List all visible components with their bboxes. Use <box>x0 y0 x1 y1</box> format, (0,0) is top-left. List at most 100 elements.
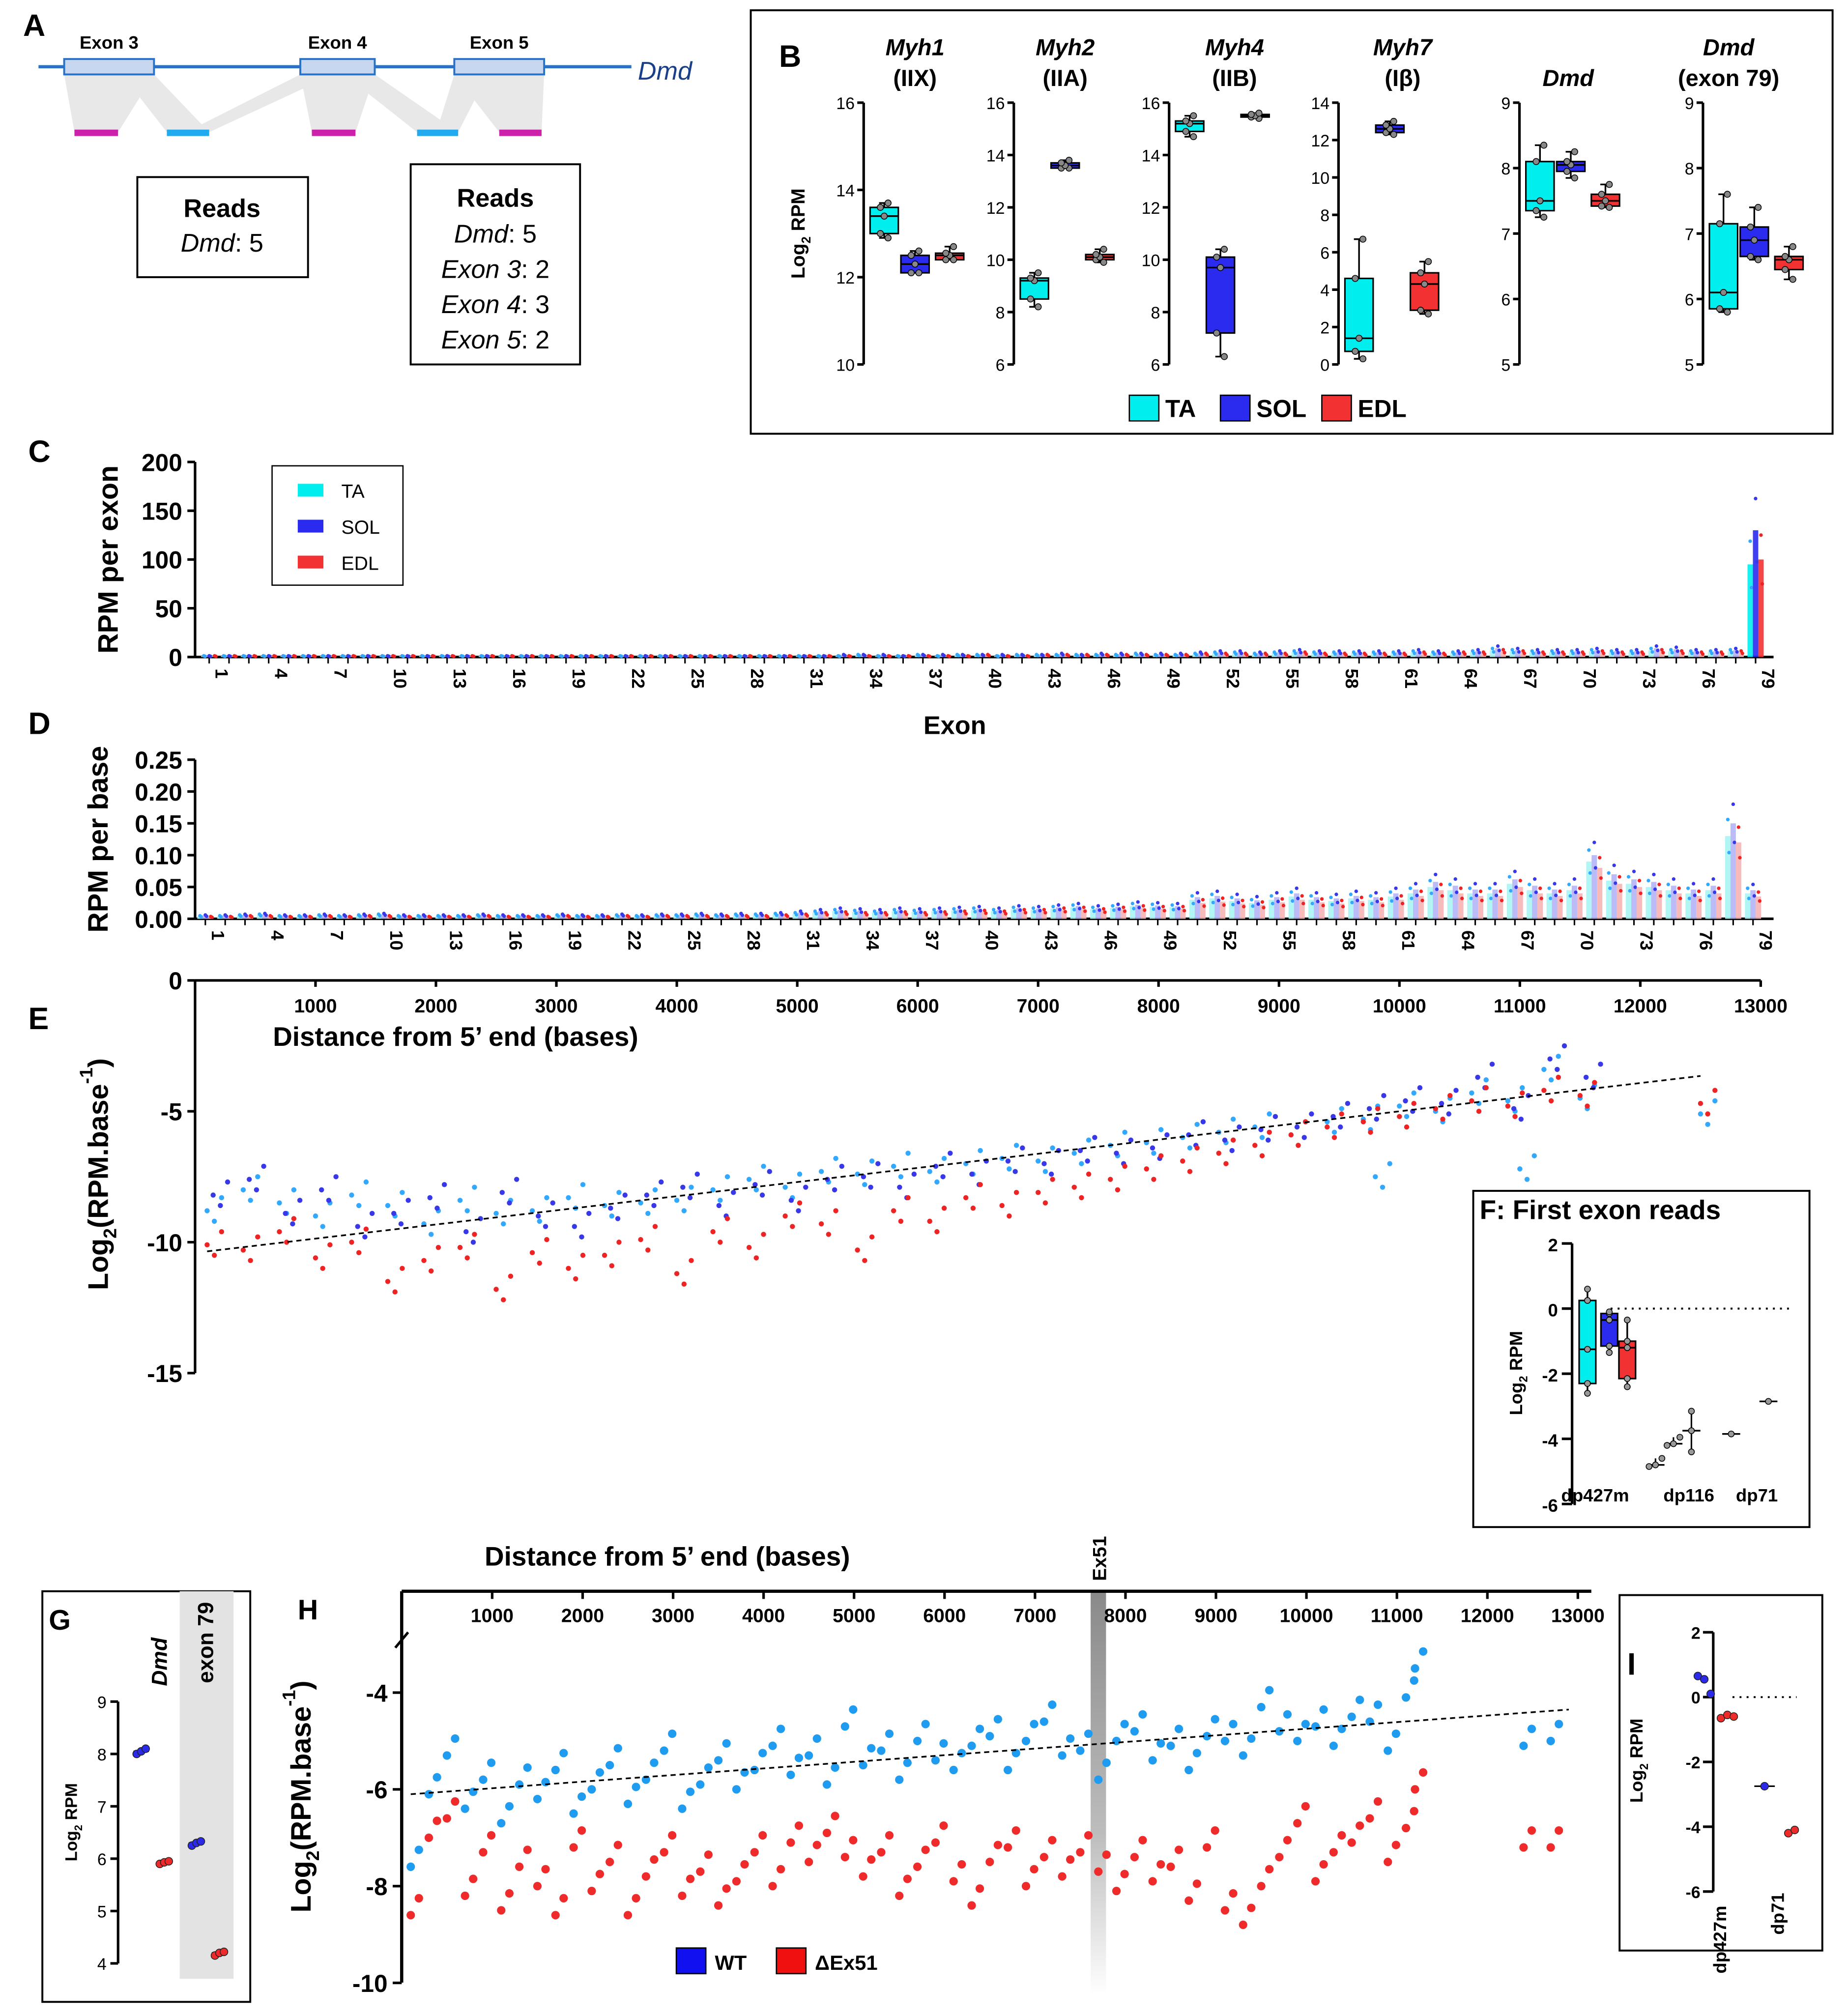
data-point-ΔEx51 <box>1418 1768 1428 1777</box>
data-point <box>1210 893 1214 896</box>
data-point <box>1018 908 1022 912</box>
data-point-ΔEx51 <box>606 1857 614 1867</box>
data-point <box>525 654 530 659</box>
data-point <box>1408 886 1413 891</box>
bar-TA <box>1725 836 1731 919</box>
read-bar-exonic <box>499 129 542 136</box>
data-point <box>1176 901 1180 906</box>
data-point-WT <box>967 1741 976 1750</box>
data-point <box>803 654 808 659</box>
bar-TA <box>1606 880 1612 919</box>
reads-value: : 2 <box>521 255 549 284</box>
panel-f-title: F: First exon reads <box>1480 1195 1721 1225</box>
bar-TA <box>1487 893 1493 919</box>
y-tick-label: -5 <box>161 1098 182 1125</box>
bar-TA <box>1328 901 1334 919</box>
bar-SOL <box>1591 855 1597 919</box>
data-point-ΔEx51 <box>1211 1826 1219 1835</box>
data-point-EDL <box>1325 1124 1330 1130</box>
data-point-TA <box>1079 1161 1084 1166</box>
data-point <box>1310 901 1314 906</box>
bar-SOL <box>1294 893 1299 919</box>
data-point <box>937 654 941 659</box>
bar-SOL <box>1234 898 1240 919</box>
data-point <box>233 654 238 659</box>
data-point <box>1242 905 1246 909</box>
data-point <box>854 911 858 915</box>
data-point <box>1697 889 1701 893</box>
data-point <box>1715 651 1719 655</box>
data-point <box>729 654 733 659</box>
x-tick-label: 79 <box>1758 668 1778 689</box>
data-point <box>933 911 937 915</box>
data-point-ΔEx51 <box>1102 1850 1111 1859</box>
data-point <box>1514 885 1518 889</box>
bar-TA <box>792 914 798 919</box>
bar-EDL <box>1358 901 1364 919</box>
subplot-subtitle: (IIX) <box>893 65 937 91</box>
data-point <box>666 915 670 919</box>
data-point-WT <box>523 1763 532 1772</box>
data-point-WT <box>732 1785 741 1794</box>
data-point <box>373 654 376 659</box>
data-point <box>1698 898 1702 902</box>
y-tick-label: 12 <box>1311 132 1329 150</box>
data-point <box>919 910 923 914</box>
data-point-EDL <box>1440 1116 1445 1122</box>
data-point <box>1621 652 1625 656</box>
data-point <box>888 654 892 659</box>
data-point-SOL <box>1020 1145 1025 1151</box>
data-point-ΔEx51 <box>479 1848 488 1857</box>
data-point <box>1165 654 1170 658</box>
data-point <box>1459 886 1463 891</box>
data-point <box>621 914 625 918</box>
y-label-part: Log <box>62 1831 81 1861</box>
bar-EDL <box>1735 842 1741 919</box>
data-point-ΔEx51 <box>559 1894 568 1902</box>
data-point <box>1195 891 1200 895</box>
data-point <box>1490 646 1495 651</box>
data-point <box>1378 651 1382 656</box>
data-point <box>522 914 526 919</box>
bar-EDL <box>902 913 908 919</box>
data-point <box>778 654 782 659</box>
data-point-WT <box>650 1758 659 1767</box>
x-tick-label: 1 <box>212 668 232 678</box>
data-point <box>764 654 768 659</box>
data-point <box>1666 882 1670 887</box>
bar-TA <box>1110 908 1116 919</box>
data-point-SOL <box>1085 1158 1090 1164</box>
bar-EDL <box>1617 884 1622 919</box>
y-tick-label: 0.00 <box>135 906 182 933</box>
data-point-SOL <box>1475 1074 1480 1080</box>
data-point-ΔEx51 <box>569 1843 578 1852</box>
data-point <box>1718 896 1722 900</box>
bar-SOL <box>1571 886 1577 919</box>
data-point-WT <box>768 1741 777 1750</box>
data-point-EDL <box>537 1260 542 1266</box>
data-point <box>907 252 915 259</box>
data-point-EDL <box>826 1232 832 1237</box>
data-point-EDL <box>313 1255 318 1261</box>
bar-TA <box>1467 893 1473 919</box>
y-label-part: Log <box>1506 1382 1526 1415</box>
y-label-part: Log <box>1626 1770 1646 1803</box>
data-point-ΔEx51 <box>957 1860 966 1869</box>
data-point-EDL <box>718 1239 723 1245</box>
data-point-ΔEx51 <box>877 1848 886 1857</box>
data-point <box>1701 652 1705 656</box>
x-tick-label: 12000 <box>1614 996 1667 1017</box>
data-point <box>780 913 784 917</box>
data-point-ΔEx51 <box>587 1886 596 1896</box>
x-tick-label: 58 <box>1342 668 1362 689</box>
data-point <box>293 654 297 659</box>
x-tick-label: 8000 <box>1137 996 1180 1017</box>
data-point-WT <box>1102 1758 1111 1767</box>
data-point <box>1747 253 1754 260</box>
data-point-TA <box>652 1187 658 1193</box>
data-point <box>358 914 362 919</box>
data-point-TA <box>905 1151 911 1156</box>
data-point-TA <box>833 1155 838 1161</box>
x-tick-label: 1000 <box>294 996 337 1017</box>
